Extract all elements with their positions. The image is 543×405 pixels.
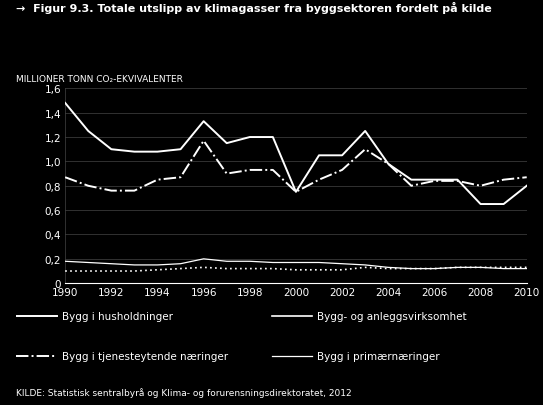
Text: Bygg i tjenesteytende næringer: Bygg i tjenesteytende næringer bbox=[62, 352, 229, 361]
Text: →  Figur 9.3. Totale utslipp av klimagasser fra byggsektoren fordelt på kilde: → Figur 9.3. Totale utslipp av klimagass… bbox=[16, 2, 492, 14]
Text: MILLIONER TONN CO₂-EKVIVALENTER: MILLIONER TONN CO₂-EKVIVALENTER bbox=[16, 75, 183, 84]
Text: Bygg- og anleggsvirksomhet: Bygg- og anleggsvirksomhet bbox=[318, 311, 467, 321]
Text: Bygg i primærnæringer: Bygg i primærnæringer bbox=[318, 352, 440, 361]
Text: Bygg i husholdninger: Bygg i husholdninger bbox=[62, 311, 173, 321]
Text: KILDE: Statistisk sentralbyrå og Klima- og forurensningsdirektoratet, 2012: KILDE: Statistisk sentralbyrå og Klima- … bbox=[16, 387, 352, 397]
